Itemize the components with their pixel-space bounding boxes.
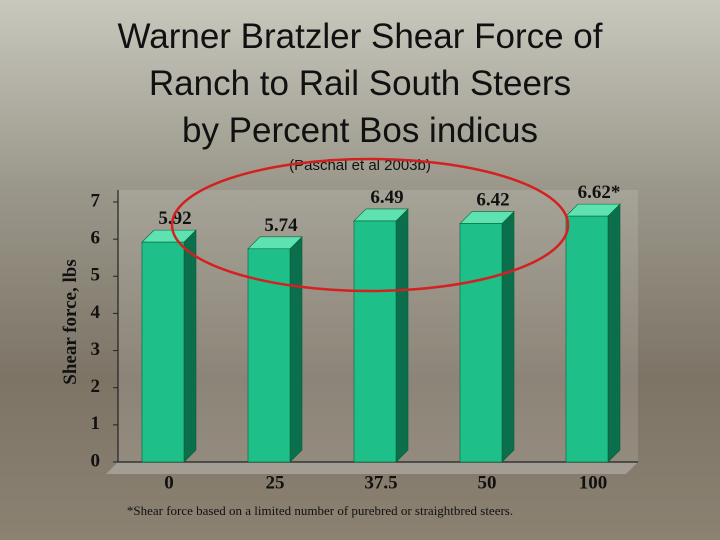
- x-tick-label: 0: [164, 472, 174, 493]
- y-axis-label: Shear force, lbs: [60, 259, 81, 384]
- y-tick-label: 1: [91, 413, 101, 434]
- bar-side: [395, 208, 409, 463]
- y-tick-label: 6: [91, 228, 101, 249]
- y-tick-label: 2: [91, 376, 101, 397]
- x-tick-label: 100: [579, 472, 608, 493]
- x-tick-label: 50: [478, 472, 497, 493]
- y-tick-label: 3: [91, 339, 101, 360]
- y-tick-label: 4: [91, 302, 101, 323]
- y-tick-label: 7: [91, 190, 101, 211]
- footnote: *Shear force based on a limited number o…: [127, 503, 513, 518]
- value-label: 6.42: [476, 190, 509, 211]
- bar: [565, 215, 609, 463]
- chart-title: Warner Bratzler Shear Force of: [118, 17, 603, 56]
- y-tick-label: 0: [91, 450, 101, 471]
- bar-side: [183, 229, 197, 463]
- value-label: 5.74: [264, 215, 298, 236]
- value-label: 5.92: [158, 208, 191, 229]
- bar-side: [607, 203, 621, 463]
- value-label: 6.49: [370, 187, 403, 208]
- bar-side: [501, 210, 515, 463]
- bar: [459, 223, 503, 463]
- plot-floor: [106, 462, 638, 474]
- x-tick-label: 37.5: [364, 472, 397, 493]
- bar: [353, 220, 397, 463]
- y-tick-label: 5: [91, 265, 101, 286]
- chart-title: Ranch to Rail South Steers: [149, 64, 571, 103]
- bar-side: [289, 236, 303, 463]
- x-tick-label: 25: [266, 472, 285, 493]
- bar: [141, 241, 185, 463]
- chart-title: by Percent Bos indicus: [182, 111, 538, 150]
- highlight-ellipse: [170, 157, 570, 293]
- value-label: 6.62*: [578, 182, 621, 203]
